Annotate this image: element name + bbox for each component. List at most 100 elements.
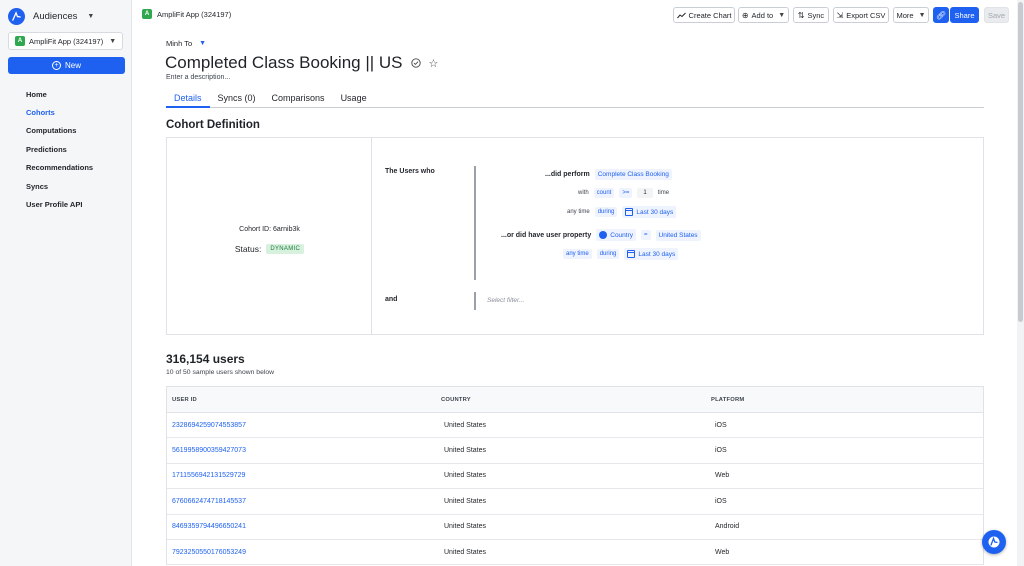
project-selector[interactable]: A AmpliFit App (324197) ▼ [8,32,124,50]
current-project[interactable]: A AmpliFit App (324197) [142,9,231,19]
more-label: More [896,10,914,20]
table-row: 5619958900359427073 United States iOS [167,438,983,464]
sidebar-item-cohorts[interactable]: Cohorts [26,108,55,118]
sync-button[interactable]: ⇅ Sync [793,7,829,23]
new-button[interactable]: + New [8,57,125,74]
filter-bar [474,292,476,310]
cohort-definition-card: Cohort ID: 6arnib3k Status: DYNAMIC The … [166,137,984,335]
page-title[interactable]: Completed Class Booking || US [165,53,403,72]
line-chart-icon [676,12,686,18]
chevron-down-icon: ▼ [87,13,95,20]
export-icon: ⇲ [836,10,844,20]
chevron-down-icon: ▼ [778,11,786,19]
owner-selector[interactable]: Minh To ▼ [166,39,206,48]
sidebar-item-home[interactable]: Home [26,89,47,99]
app-switcher[interactable]: Audiences ▼ [8,8,94,25]
user-id-link[interactable]: 8469359794496650241 [172,523,246,531]
more-button[interactable]: More ▼ [893,7,929,23]
user-id-link[interactable]: 1711556942131529729 [172,472,246,480]
cohort-info-panel: Cohort ID: 6arnib3k Status: DYNAMIC [167,138,372,334]
project-label: AmpliFit App (324197) [29,36,104,46]
chevron-down-icon: ▼ [918,11,926,19]
rule2-range-chip[interactable]: Last 30 days [624,248,679,260]
tab-comparisons[interactable]: Comparisons [271,93,325,103]
description[interactable]: Enter a description... [166,74,231,81]
rule2-during-chip[interactable]: during [596,249,620,259]
and-label: and [385,296,398,303]
chevron-down-icon: ▼ [199,40,207,47]
tab-usage[interactable]: Usage [340,93,367,103]
add-to-button[interactable]: ⊕ Add to ▼ [738,7,789,23]
project-label: AmpliFit App (324197) [157,9,232,19]
rule2-time-chip[interactable]: any time [563,249,592,259]
status-row: Status: DYNAMIC [167,244,372,254]
plus-circle-icon: ⊕ [741,10,749,20]
rule1-label: ...did perform [545,171,590,178]
column-header-user-id[interactable]: USER ID [172,396,197,403]
sidebar-item-syncs[interactable]: Syncs [26,181,49,191]
user-id-link[interactable]: 6760662474718145537 [172,497,246,505]
rule1-range-chip[interactable]: Last 30 days [622,206,677,218]
owner-name: Minh To [166,39,193,48]
share-button[interactable]: Share [950,7,979,23]
copy-link-button[interactable]: 🔗︎ [933,7,949,23]
chevron-down-icon: ▼ [109,37,117,45]
scrollbar-thumb[interactable] [1018,2,1023,322]
sidebar-item-user-profile-api[interactable]: User Profile API [26,200,83,210]
status-label: Status: [234,244,262,254]
verified-icon[interactable] [410,58,421,68]
platform-cell: Web [715,472,730,480]
amplitude-logo-icon [988,536,1000,548]
select-filter-input[interactable]: Select filter... [487,297,525,304]
rule1-range-label: Last 30 days [636,208,674,216]
rule1-operator-chip[interactable]: >= [619,188,633,198]
users-who-label: The Users who [385,168,435,175]
page-title-row: Completed Class Booking || US ☆ [165,53,438,73]
cohort-definition-title: Cohort Definition [166,119,260,131]
export-csv-button[interactable]: ⇲ Export CSV [833,7,889,23]
column-header-country[interactable]: COUNTRY [441,396,471,403]
users-table: USER ID COUNTRY PLATFORM 232869425907455… [166,386,984,566]
tab-bar: Details Syncs (0) Comparisons Usage [166,90,984,108]
page-scrollbar[interactable] [1017,0,1024,566]
sidebar-item-computations[interactable]: Computations [26,126,77,136]
rule1-event-chip[interactable]: Complete Class Booking [594,169,672,180]
create-chart-button[interactable]: Create Chart [673,7,735,23]
rule2-property-chip[interactable]: Country [596,229,637,241]
platform-cell: iOS [715,421,727,429]
sidebar-nav: Home Cohorts Computations Predictions Re… [26,85,93,214]
sidebar: Audiences ▼ A AmpliFit App (324197) ▼ + … [0,0,132,566]
user-id-link[interactable]: 5619958900359427073 [172,447,246,455]
rule2-label: ...or did have user property [501,231,592,239]
tab-details[interactable]: Details [166,90,210,108]
rule1-value-input[interactable]: 1 [637,188,653,198]
rule1-time-row: any time during Last 30 days [567,206,677,218]
user-id-link[interactable]: 2328694259074553857 [172,421,246,429]
table-row: 1711556942131529729 United States Web [167,464,983,490]
rule1-time-label[interactable]: any time [567,209,590,215]
country-cell: United States [444,523,487,531]
sync-icon: ⇅ [797,10,805,20]
amplitude-logo-icon [8,8,25,25]
star-icon[interactable]: ☆ [428,57,439,70]
rule2-property-row: ...or did have user property Country = U… [501,229,701,241]
user-id-link[interactable]: 7923250550176053249 [172,548,246,556]
rule2-time-row: any time during Last 30 days [563,248,679,260]
platform-cell: Android [715,523,740,531]
rule2-value-chip[interactable]: United States [655,229,701,241]
sidebar-item-recommendations[interactable]: Recommendations [26,163,94,173]
country-cell: United States [444,548,487,556]
table-row: 2328694259074553857 United States iOS [167,413,983,439]
cohort-id-value: 6arnib3k [273,226,300,233]
column-header-platform[interactable]: PLATFORM [711,396,745,403]
top-bar: A AmpliFit App (324197) Create Chart ⊕ A… [133,0,1024,30]
assistant-button[interactable] [982,530,1006,554]
table-row: 6760662474718145537 United States iOS [167,489,983,515]
status-badge: DYNAMIC [266,244,305,254]
tab-syncs[interactable]: Syncs (0) [217,93,256,103]
rule2-operator-chip[interactable]: = [641,230,651,240]
save-button[interactable]: Save [984,7,1009,23]
rule1-during-chip[interactable]: during [594,207,618,217]
sidebar-item-predictions[interactable]: Predictions [26,144,67,154]
rule1-count-chip[interactable]: count [593,188,615,198]
